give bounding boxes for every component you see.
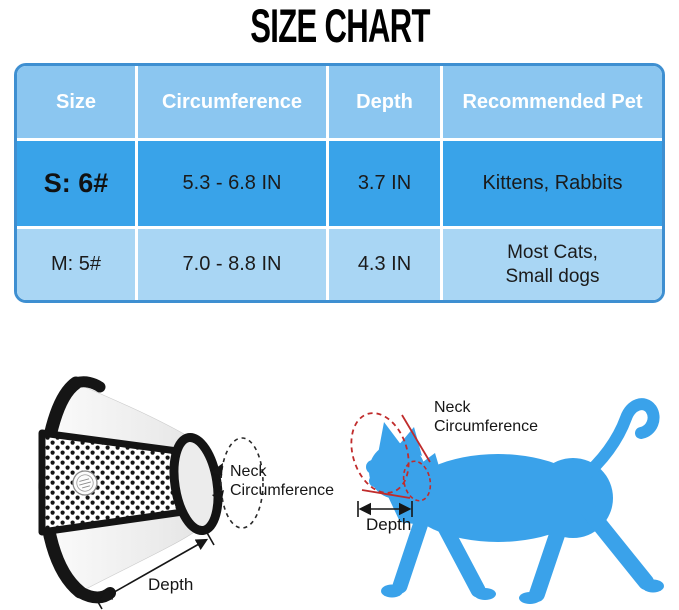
- depth-label-cone: Depth: [148, 575, 194, 594]
- cell-circumference-s: 5.3 - 6.8 IN: [138, 141, 326, 226]
- cone-rim-trim-top: [70, 376, 106, 393]
- size-table: Size Circumference Depth Recommended Pet…: [14, 63, 665, 303]
- cell-size-m: M: 5#: [17, 229, 135, 300]
- neck-circumference-label-cat: Neck Circumference: [434, 399, 539, 435]
- cell-size-s: S: 6#: [17, 141, 135, 226]
- col-header-size: Size: [17, 66, 135, 138]
- neck-ring: [169, 432, 223, 536]
- cone-collar-illustration: [38, 376, 264, 610]
- circumference-arrow-bottom: [212, 490, 224, 504]
- col-header-depth: Depth: [329, 66, 440, 138]
- cell-circumference-m: 7.0 - 8.8 IN: [138, 229, 326, 300]
- depth-label-cat: Depth: [366, 515, 412, 534]
- cat-silhouette: [366, 398, 664, 604]
- cell-depth-m: 4.3 IN: [329, 229, 440, 300]
- col-header-recommended-pet: Recommended Pet: [443, 66, 662, 138]
- page-title: SIZE CHART: [249, 0, 430, 52]
- circumference-ellipse: [220, 437, 264, 529]
- cell-depth-s: 3.7 IN: [329, 141, 440, 226]
- col-header-circumference: Circumference: [138, 66, 326, 138]
- cone-outline-on-cat: [350, 412, 432, 502]
- cell-pet-s: Kittens, Rabbits: [443, 141, 662, 226]
- page-title-wrap: SIZE CHART: [0, 2, 679, 49]
- depth-arrow-cone: [93, 530, 215, 610]
- cell-pet-m-text: Most Cats, Small dogs: [505, 241, 600, 287]
- brand-badge: [72, 470, 98, 496]
- neck-circumference-label-cone: Neck Circumference: [230, 463, 335, 499]
- circumference-arrow-top: [211, 463, 223, 476]
- cat-with-cone-illustration: [350, 398, 664, 604]
- polka-dot-panel: [38, 429, 189, 536]
- depth-arrow-cat: [357, 501, 413, 517]
- cell-pet-m: Most Cats, Small dogs: [443, 229, 662, 300]
